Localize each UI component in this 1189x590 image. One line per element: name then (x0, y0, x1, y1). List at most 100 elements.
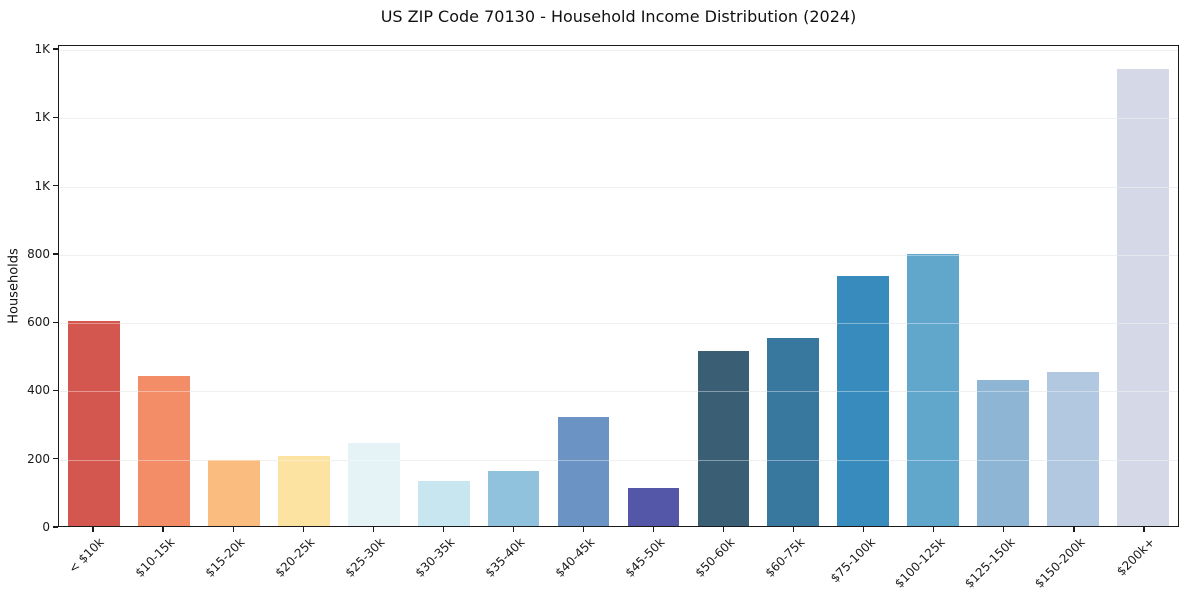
bar-200k (1117, 68, 1169, 526)
gridline (59, 391, 1178, 393)
x-tick-mark (372, 527, 374, 532)
bar-slot (549, 46, 619, 526)
x-tick-mark (582, 527, 585, 532)
gridline-overlay (59, 50, 1178, 52)
y-tick-mark (53, 253, 58, 255)
chart-title: US ZIP Code 70130 - Household Income Dis… (380, 7, 857, 26)
bar-slot (339, 46, 409, 526)
bar-50-60k (697, 350, 750, 526)
gridline (59, 254, 1178, 256)
y-tick-label: 400 (27, 383, 50, 398)
x-tick-label: $75-100k (827, 535, 878, 586)
bar-slot (199, 46, 269, 526)
bar-20-25k (277, 455, 330, 526)
x-tick-label: $20-25k (272, 535, 318, 580)
y-tick-mark (53, 389, 58, 392)
y-tick-mark (53, 321, 58, 323)
y-tick-mark (53, 184, 58, 187)
gridline-overlay (59, 254, 1178, 256)
x-tick-mark (863, 527, 865, 532)
x-tick-label: $45-50k (622, 535, 668, 580)
x-tick-label: $40-45k (552, 535, 598, 580)
y-tick-mark (53, 48, 58, 50)
bar-25-30k (347, 443, 400, 526)
bar-35-40k (487, 470, 540, 526)
gridline-overlay (59, 323, 1178, 325)
x-tick-label: $15-20k (202, 535, 248, 580)
x-tick-mark (933, 527, 935, 532)
x-tick-mark (1143, 527, 1145, 532)
x-tick-label: < $10k (66, 535, 107, 576)
bar-slot (688, 46, 758, 526)
bar-slot (129, 46, 199, 526)
x-tick-label: $200k+ (1114, 535, 1158, 579)
bar-slot (1108, 46, 1178, 526)
gridline (59, 459, 1178, 461)
gridlines-overlay-layer (59, 46, 1178, 526)
x-tick-mark (793, 527, 795, 532)
gridline-overlay (59, 459, 1178, 461)
y-tick-label: 1K (34, 178, 50, 193)
bar-slot (968, 46, 1038, 526)
x-tick-label: $25-30k (342, 535, 388, 580)
bar-125-150k (977, 379, 1030, 526)
y-tick-mark (53, 116, 58, 118)
y-tick-label: 0 (42, 520, 50, 534)
bar-slot (1038, 46, 1108, 526)
gridline (59, 118, 1178, 120)
bar-slot (409, 46, 479, 526)
bar-slot (479, 46, 549, 526)
bar-10k (68, 321, 120, 526)
x-tick-mark (512, 527, 515, 532)
x-tick-label: $50-60k (692, 535, 738, 580)
bar-30-35k (417, 480, 470, 526)
bar-45-50k (627, 487, 680, 526)
gridline (59, 186, 1178, 188)
bar-slot (898, 46, 968, 526)
y-tick-label: 800 (27, 246, 50, 261)
bar-slot (59, 46, 129, 526)
x-tick-label: $150-200k (1032, 535, 1088, 590)
bar-slot (828, 46, 898, 526)
y-tick-label: 1K (34, 110, 50, 125)
x-tick-mark (162, 527, 164, 532)
gridlines-layer (59, 46, 1178, 526)
bar-40-45k (557, 416, 610, 526)
x-tick-label: $100-125k (892, 535, 948, 590)
gridline-overlay (59, 186, 1178, 188)
bar-slot (269, 46, 339, 526)
bar-15-20k (207, 460, 260, 526)
bar-100-125k (907, 254, 960, 526)
x-tick-label: $60-75k (762, 535, 808, 580)
bar-10-15k (138, 376, 190, 526)
gridline (59, 50, 1178, 52)
bar-60-75k (767, 338, 820, 526)
x-tick-mark (652, 527, 655, 532)
x-tick-mark (442, 527, 444, 532)
x-tick-mark (92, 527, 94, 532)
x-tick-mark (1073, 527, 1075, 532)
bar-slot (619, 46, 689, 526)
x-tick-mark (1003, 527, 1005, 532)
plot-area (58, 45, 1179, 527)
x-tick-label: $35-40k (482, 535, 528, 580)
bar-slot (758, 46, 828, 526)
x-tick-mark (722, 527, 725, 532)
y-tick-mark (53, 458, 58, 460)
gridline-overlay (59, 391, 1178, 393)
x-tick-label: $10-15k (132, 535, 177, 580)
x-tick-mark (302, 527, 304, 532)
bar-75-100k (837, 276, 890, 526)
x-tick-label: $125-150k (962, 535, 1018, 590)
gridline-overlay (59, 118, 1178, 120)
y-tick-label: 600 (27, 315, 50, 330)
y-tick-label: 200 (27, 451, 50, 466)
y-tick-mark (53, 526, 58, 528)
gridline (59, 323, 1178, 325)
y-tick-label: 1K (34, 42, 50, 57)
bars-layer (59, 46, 1178, 526)
x-tick-label: $30-35k (412, 535, 458, 580)
bar-150-200k (1047, 372, 1099, 526)
x-tick-mark (232, 527, 234, 532)
